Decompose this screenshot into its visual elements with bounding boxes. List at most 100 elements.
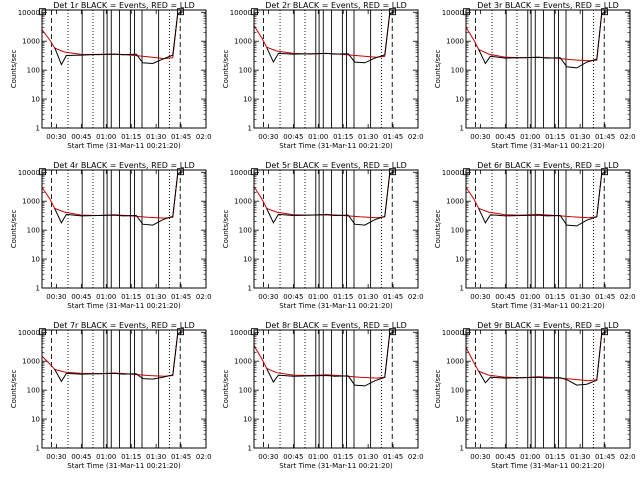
x-tick-label: 01:45	[383, 293, 403, 301]
x-tick-label: 00:45	[283, 453, 303, 461]
square-marker	[251, 328, 259, 336]
y-tick-label: 1	[460, 125, 464, 133]
x-tick-label: 01:00	[308, 293, 328, 301]
x-axis-title: Start Time (31-Mar-11 00:21:20)	[67, 462, 181, 470]
x-tick-label: 01:45	[383, 133, 403, 141]
events-series-line	[54, 11, 183, 66]
y-tick-label: 100	[451, 67, 464, 75]
square-marker	[177, 168, 184, 176]
y-tick-label: 1	[248, 285, 252, 293]
lld-series-line	[253, 331, 395, 379]
x-tick-label: 01:45	[383, 453, 403, 461]
lld-series-line	[465, 331, 607, 382]
y-tick-label: 1000	[446, 198, 464, 206]
x-tick-label: 01:15	[333, 293, 353, 301]
y-tick-label: 100	[27, 227, 40, 235]
chart-title: Det 4r BLACK = Events, RED = LLD	[53, 161, 195, 170]
square-marker	[251, 8, 259, 16]
x-tick-label: 02:00	[408, 133, 424, 141]
x-tick-label: 00:45	[283, 133, 303, 141]
lld-series-line	[41, 11, 183, 60]
y-tick-label: 100	[451, 227, 464, 235]
y-tick-label: 10000	[230, 329, 252, 337]
chart-title: Det 2r BLACK = Events, RED = LLD	[265, 1, 407, 10]
y-tick-label: 1000	[22, 198, 40, 206]
x-axis-title: Start Time (31-Mar-11 00:21:20)	[491, 462, 605, 470]
plot-frame	[41, 9, 207, 129]
x-tick-label: 01:00	[520, 453, 540, 461]
plot-frame	[41, 329, 207, 449]
y-tick-label: 10	[455, 96, 464, 104]
x-tick-label: 00:30	[46, 453, 66, 461]
chart-panel-7: Det 7r BLACK = Events, RED = LLD 1 10 100 10…	[10, 321, 212, 470]
x-tick-label: 00:30	[258, 133, 278, 141]
square-marker	[389, 168, 396, 176]
x-tick-label: 00:45	[71, 133, 91, 141]
plot-frame	[465, 169, 631, 289]
y-tick-label: 1	[36, 285, 40, 293]
y-tick-label: 10	[31, 256, 40, 264]
plot-frame	[465, 329, 631, 449]
events-series-line	[54, 171, 183, 226]
x-tick-label: 00:45	[283, 293, 303, 301]
x-axis-title: Start Time (31-Mar-11 00:21:20)	[67, 302, 181, 310]
square-marker	[39, 168, 47, 176]
events-series-line	[266, 331, 395, 387]
x-tick-label: 00:30	[470, 293, 490, 301]
lld-series-line	[41, 171, 183, 219]
y-tick-label: 1000	[234, 198, 252, 206]
y-axis-title: Counts/sec	[222, 50, 230, 89]
x-tick-label: 02:00	[408, 453, 424, 461]
x-tick-label: 02:00	[196, 133, 212, 141]
y-tick-label: 100	[27, 67, 40, 75]
y-tick-label: 1	[460, 285, 464, 293]
chart-panel-3: Det 3r BLACK = Events, RED = LLD 1 10 100 10…	[434, 1, 636, 150]
y-tick-label: 1	[248, 125, 252, 133]
square-marker	[463, 328, 471, 336]
x-tick-label: 01:00	[96, 453, 116, 461]
chart-panel-2: Det 2r BLACK = Events, RED = LLD 1 10 100 10…	[222, 1, 424, 150]
y-tick-label: 100	[27, 387, 40, 395]
plot-frame	[465, 9, 631, 129]
y-tick-label: 10	[243, 256, 252, 264]
x-tick-label: 01:30	[570, 453, 590, 461]
plot-frame	[253, 329, 419, 449]
y-tick-label: 10000	[230, 169, 252, 177]
x-tick-label: 01:45	[595, 453, 615, 461]
x-tick-label: 01:30	[146, 133, 166, 141]
x-axis-title: Start Time (31-Mar-11 00:21:20)	[491, 302, 605, 310]
y-axis-title: Counts/sec	[10, 210, 18, 249]
lld-series-line	[465, 171, 607, 219]
y-tick-label: 10	[31, 416, 40, 424]
y-tick-label: 10	[455, 256, 464, 264]
x-tick-label: 00:30	[258, 293, 278, 301]
x-tick-label: 02:00	[196, 453, 212, 461]
x-tick-label: 01:00	[520, 293, 540, 301]
x-tick-label: 01:15	[545, 133, 565, 141]
y-tick-label: 10	[243, 416, 252, 424]
x-tick-label: 02:00	[620, 453, 636, 461]
x-tick-label: 01:45	[171, 453, 191, 461]
x-tick-label: 01:30	[570, 293, 590, 301]
y-tick-label: 10	[455, 416, 464, 424]
events-series-line	[266, 171, 395, 226]
x-axis-title: Start Time (31-Mar-11 00:21:20)	[279, 302, 393, 310]
x-tick-label: 00:45	[71, 453, 91, 461]
y-axis-title: Counts/sec	[222, 210, 230, 249]
x-tick-label: 01:45	[171, 293, 191, 301]
square-marker	[251, 168, 259, 176]
x-tick-label: 01:00	[520, 133, 540, 141]
x-tick-label: 01:30	[146, 453, 166, 461]
square-marker	[177, 8, 184, 16]
x-tick-label: 01:30	[358, 453, 378, 461]
y-tick-label: 10	[31, 96, 40, 104]
x-tick-label: 01:45	[171, 133, 191, 141]
y-tick-label: 10000	[442, 169, 464, 177]
y-tick-label: 10000	[230, 9, 252, 17]
x-tick-label: 00:45	[495, 133, 515, 141]
chart-panel-9: Det 9r BLACK = Events, RED = LLD 1 10 100 10…	[434, 321, 636, 470]
y-tick-label: 10000	[18, 9, 40, 17]
y-tick-label: 10000	[442, 9, 464, 17]
y-axis-title: Counts/sec	[434, 210, 442, 249]
chart-title: Det 9r BLACK = Events, RED = LLD	[477, 321, 619, 330]
